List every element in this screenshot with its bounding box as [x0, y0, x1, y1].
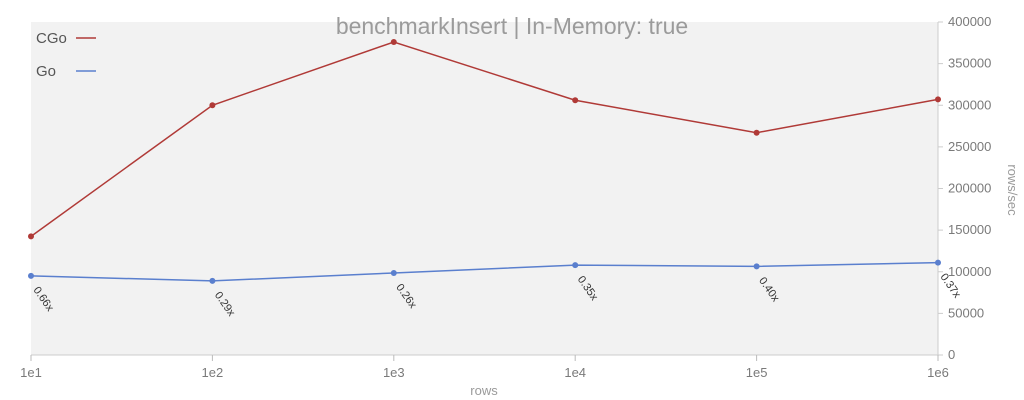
- data-point-go: [209, 277, 216, 284]
- plot-area: [31, 22, 938, 355]
- chart-title: benchmarkInsert | In-Memory: true: [336, 13, 688, 39]
- y-tick-label: 400000: [948, 14, 991, 29]
- x-tick-label: 1e3: [383, 365, 405, 380]
- data-point-cgo: [572, 97, 579, 104]
- data-point-go: [28, 272, 34, 279]
- y-tick-label: 50000: [948, 305, 984, 320]
- data-point-cgo: [935, 96, 941, 103]
- data-point-go: [935, 259, 941, 266]
- x-tick-label: 1e6: [927, 365, 949, 380]
- data-point-go: [390, 269, 397, 276]
- x-tick-label: 1e4: [564, 365, 586, 380]
- legend: CGo Go: [36, 30, 96, 80]
- y-tick-label: 200000: [948, 181, 991, 196]
- x-tick-label: 1e2: [202, 365, 224, 380]
- y-tick-label: 350000: [948, 56, 991, 71]
- data-point-cgo: [753, 129, 760, 136]
- y-tick-label: 100000: [948, 264, 991, 279]
- legend-label-cgo: CGo: [36, 30, 67, 47]
- y-tick-label: 150000: [948, 222, 991, 237]
- y-tick-label: 300000: [948, 97, 991, 112]
- x-axis-title: rows: [470, 383, 498, 398]
- x-tick-label: 1e5: [746, 365, 768, 380]
- data-point-go: [572, 262, 579, 269]
- series-line-go: [30, 261, 939, 282]
- y-axis: 0 50000 100000 150000 200000 250000 300000 3500…: [937, 14, 991, 362]
- data-point-cgo: [209, 102, 216, 109]
- x-axis: 1e1 1e2 1e3 1e4 1e5 1e6: [20, 354, 949, 380]
- y-axis-title: rows/sec: [1005, 164, 1020, 216]
- data-point-go: [753, 263, 760, 270]
- series-line-cgo: [30, 41, 939, 237]
- y-tick-label: 250000: [948, 139, 991, 154]
- series-layer: [28, 38, 941, 284]
- legend-label-go: Go: [36, 63, 56, 80]
- x-tick-label: 1e1: [20, 365, 42, 380]
- y-tick-label: 0: [948, 347, 955, 362]
- data-point-cgo: [390, 38, 397, 45]
- data-point-cgo: [28, 233, 34, 240]
